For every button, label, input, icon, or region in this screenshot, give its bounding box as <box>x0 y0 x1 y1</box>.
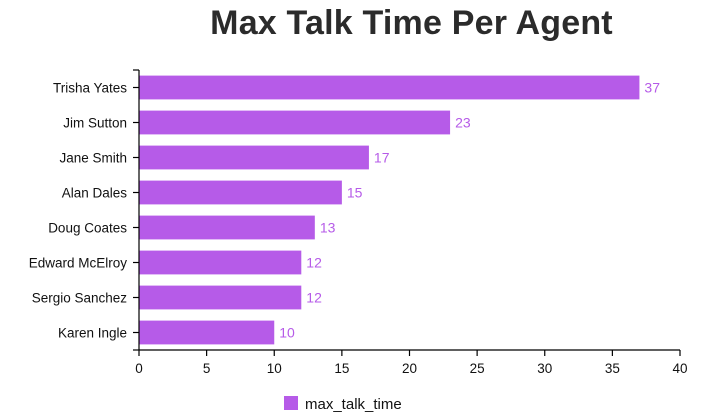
category-label: Doug Coates <box>48 221 127 236</box>
data-label: 23 <box>455 115 471 131</box>
legend-swatch <box>284 396 298 410</box>
data-label: 13 <box>320 220 336 236</box>
category-label: Karen Ingle <box>58 326 127 341</box>
legend: max_talk_time <box>284 396 402 413</box>
category-label: Edward McElroy <box>29 256 128 271</box>
x-tick-label: 10 <box>267 361 282 376</box>
bar <box>139 110 451 135</box>
x-tick-label: 5 <box>203 361 211 376</box>
x-tick-label: 35 <box>605 361 620 376</box>
x-tick-label: 0 <box>135 361 143 376</box>
axes-layer: Trisha Yates Jim Sutton Jane Smith Alan Dal… <box>29 69 688 376</box>
x-tick-label: 25 <box>470 361 485 376</box>
x-tick-label: 20 <box>402 361 417 376</box>
bar <box>139 75 640 100</box>
data-label: 10 <box>279 325 295 341</box>
bar <box>139 285 302 310</box>
x-tick-label: 30 <box>537 361 552 376</box>
x-tick-label: 40 <box>672 361 687 376</box>
bar <box>139 215 315 240</box>
category-label: Sergio Sanchez <box>32 291 128 306</box>
chart-title: Max Talk Time Per Agent <box>210 4 613 42</box>
bars-layer: 37 23 17 15 13 12 12 10 <box>139 75 660 345</box>
legend-label: max_talk_time <box>305 396 402 413</box>
category-label: Jane Smith <box>59 151 127 166</box>
category-label: Alan Dales <box>62 186 128 201</box>
bar <box>139 145 369 170</box>
bar <box>139 180 342 205</box>
category-label: Jim Sutton <box>63 116 127 131</box>
bar <box>139 250 302 275</box>
category-label: Trisha Yates <box>53 81 127 96</box>
data-label: 17 <box>374 150 390 166</box>
data-label: 37 <box>644 80 660 96</box>
data-label: 15 <box>347 185 363 201</box>
bar <box>139 320 275 345</box>
data-label: 12 <box>306 255 322 271</box>
data-label: 12 <box>306 290 322 306</box>
x-tick-label: 15 <box>334 361 349 376</box>
